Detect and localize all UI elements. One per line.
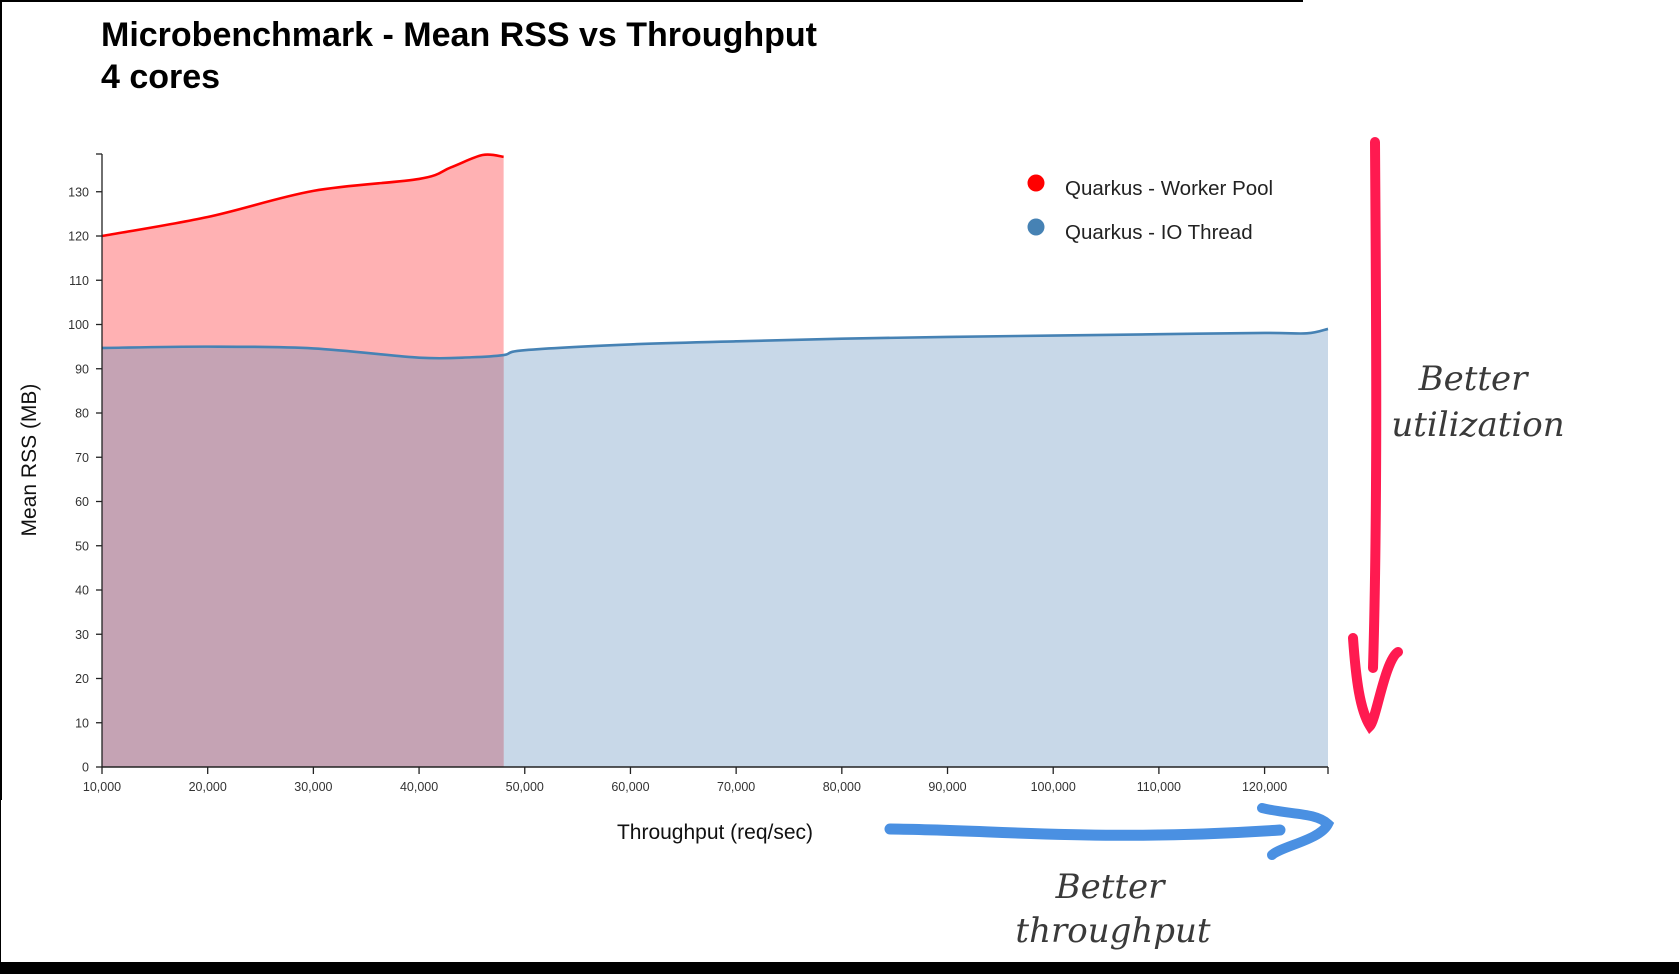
y-tick-label: 80 — [75, 407, 89, 421]
legend-dot-blue-icon — [1027, 218, 1045, 236]
x-tick-label: 70,000 — [717, 780, 755, 794]
y-tick-label: 110 — [69, 274, 89, 288]
x-tick-label: 80,000 — [823, 780, 861, 794]
x-tick-label: 90,000 — [928, 780, 966, 794]
y-tick-label: 120 — [68, 230, 89, 244]
x-tick-label: 100,000 — [1031, 780, 1076, 794]
x-tick-label: 10,000 — [83, 780, 121, 794]
annotation-throughput-line1: Better — [1055, 867, 1167, 907]
y-tick-label: 100 — [68, 318, 89, 332]
annotation-utilization-line2: utilization — [1391, 405, 1564, 445]
legend-label: Quarkus - IO Thread — [1065, 221, 1253, 244]
x-tick-label: 120,000 — [1242, 780, 1287, 794]
worker-pool-line — [101, 153, 504, 238]
top-border — [0, 0, 1303, 2]
x-tick-label: 40,000 — [400, 780, 438, 794]
legend: Quarkus - Worker Pool Quarkus - IO Threa… — [1027, 174, 1274, 245]
annotation-utilization-line1: Better — [1418, 359, 1530, 399]
y-tick-label: 40 — [75, 584, 89, 598]
chart-title-block: Microbenchmark - Mean RSS vs Throughput … — [101, 14, 817, 98]
annotation-area — [1302, 0, 1679, 800]
y-tick-label: 0 — [82, 761, 89, 775]
io-thread-line — [101, 327, 1329, 360]
annotation-throughput-line2: throughput — [1015, 911, 1211, 951]
plot-areas — [101, 153, 1329, 767]
x-tick-label: 50,000 — [506, 780, 544, 794]
legend-dot-red-icon — [1027, 174, 1045, 192]
down-arrow-icon — [1348, 137, 1403, 735]
y-tick-label: 30 — [75, 628, 89, 642]
y-tick-label: 60 — [75, 495, 89, 509]
legend-item-io-thread[interactable]: Quarkus - IO Thread — [1027, 218, 1253, 245]
y-tick-label: 20 — [75, 672, 89, 686]
chart-title: Microbenchmark - Mean RSS vs Throughput — [101, 16, 817, 54]
legend-item-worker-pool[interactable]: Quarkus - Worker Pool — [1027, 174, 1274, 201]
x-tick-label: 20,000 — [189, 780, 227, 794]
lower-area — [1, 800, 1679, 962]
overlap-area — [102, 346, 504, 767]
y-tick-label: 50 — [75, 539, 89, 553]
right-arrow-icon — [884, 803, 1335, 860]
x-axis: 10,000 20,000 30,000 40,000 50,000 60,000 70,0… — [83, 766, 1329, 794]
y-tick-label: 70 — [75, 451, 89, 465]
y-axis-label: Mean RSS (MB) — [18, 384, 41, 537]
x-tick-label: 60,000 — [611, 780, 649, 794]
x-tick-label: 110,000 — [1137, 780, 1181, 794]
legend-label: Quarkus - Worker Pool — [1065, 177, 1273, 200]
x-axis-label: Throughput (req/sec) — [617, 821, 813, 844]
y-tick-label: 130 — [68, 185, 89, 199]
y-tick-label: 10 — [75, 716, 89, 730]
x-tick-label: 30,000 — [294, 780, 332, 794]
chart-subtitle: 4 cores — [101, 58, 221, 96]
y-axis: 0 10 20 30 40 50 60 70 80 90 100 110 120 130 — [68, 153, 103, 775]
y-tick-label: 90 — [75, 362, 89, 376]
